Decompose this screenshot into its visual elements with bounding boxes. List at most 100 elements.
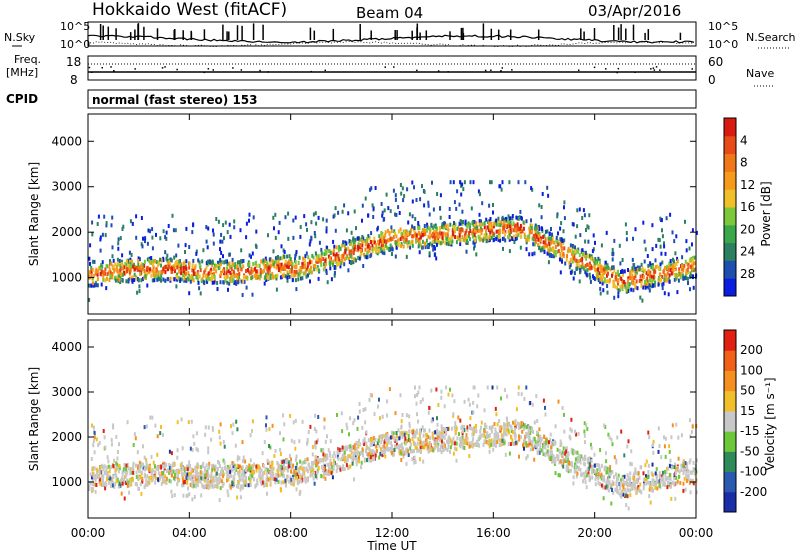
velocity-cell [498,419,501,423]
velocity-cell [285,483,287,488]
velocity-cell [174,472,176,477]
power-cell [625,286,628,291]
power-cell [299,270,302,275]
velocity-cell [171,494,174,499]
velocity-cell [280,488,283,493]
power-cell [658,280,661,285]
velocity-cell [590,442,592,447]
velocity-cell [372,440,375,445]
velocity-cell [217,459,219,464]
power-cell [453,200,456,205]
power-cell [548,244,551,249]
power-cell [427,200,430,205]
power-cell [408,212,411,217]
velocity-cell [366,452,368,456]
velocity-cell [435,387,438,392]
velocity-cell [341,466,344,471]
power-cell [194,271,197,276]
power-cell [294,254,297,258]
power-cell [554,253,557,258]
power-cell [598,264,601,269]
power-cell [431,243,434,248]
power-cell [108,278,111,283]
power-cell [497,231,500,235]
power-cell [475,221,478,225]
velocity-cell [238,456,241,461]
power-cell [204,274,207,279]
power-cell [437,239,440,244]
power-cell [332,239,335,244]
velocity-cell [319,458,322,463]
velocity-cell [627,439,630,444]
power-cell [240,279,243,284]
power-cell [231,261,234,266]
power-cell [510,230,513,234]
power-cell [464,230,467,235]
power-cell [217,266,220,271]
velocity-cell [358,438,360,443]
velocity-cell [682,481,685,486]
power-cell [313,267,316,271]
power-cell [395,213,398,217]
power-cell [497,223,500,227]
power-cell [428,212,431,217]
power-cell [133,272,136,277]
power-cell [587,239,590,244]
power-cell [548,253,551,258]
velocity-cell [204,432,207,437]
velocity-cell [112,464,115,469]
velocity-cell [629,476,632,481]
power-cell [508,237,511,242]
power-cell [229,277,232,282]
velocity-cell [475,424,477,428]
velocity-cell [415,401,418,406]
velocity-cell [473,426,476,431]
velocity-cell [236,470,239,475]
velocity-cell [436,422,439,427]
power-cell [140,268,143,273]
power-cell [651,223,654,228]
power-cell [91,232,94,237]
velocity-cell [292,420,295,425]
power-cell [559,252,562,256]
power-cell [153,259,156,264]
velocity-cell [670,496,673,501]
power-cell [213,280,216,285]
velocity-cell [242,455,245,460]
power-cell [361,218,363,223]
power-cell [195,251,198,256]
velocity-cell [204,483,207,488]
power-cell [452,180,455,185]
power-cell [659,216,662,221]
velocity-cell [219,422,222,427]
velocity-cell [320,474,323,478]
velocity-cell [495,430,498,435]
velocity-cell [169,468,172,473]
velocity-cell [572,475,575,480]
power-cell [519,223,522,228]
power-cell [415,198,418,202]
power-cell [246,275,249,280]
power-cell [517,180,520,185]
velocity-cell [154,480,157,485]
velocity-cell [194,469,197,474]
power-cell [388,231,391,236]
velocity-cell [636,477,639,482]
velocity-cell [558,448,561,453]
power-cell [627,268,629,272]
velocity-cell [355,458,358,463]
power-cell [418,237,421,242]
velocity-cell [138,460,141,465]
velocity-cell [537,451,540,456]
power-cell [523,235,526,239]
power-cell [380,202,383,206]
power-cell [178,259,181,264]
power-cell [223,260,226,265]
velocity-cell [504,427,507,432]
power-cell [163,265,166,270]
velocity-cell [356,456,359,461]
power-cell [630,269,633,274]
power-cell [508,180,511,185]
velocity-cell [254,484,257,489]
